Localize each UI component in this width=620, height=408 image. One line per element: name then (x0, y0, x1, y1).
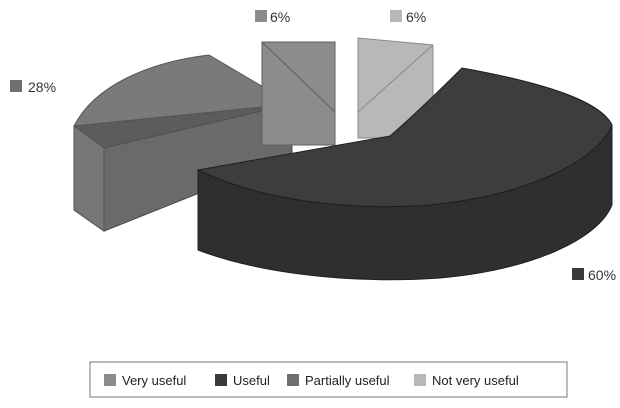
pie-slice-partially-useful (73, 54, 294, 232)
label-swatch-not-very-useful (390, 10, 402, 22)
label-swatch-useful (572, 268, 584, 280)
data-label-not-very-useful: 6% (406, 9, 426, 25)
label-swatch-very-useful (255, 10, 267, 22)
pie-slice-very-useful (261, 41, 336, 146)
data-label-partially-useful: 28% (28, 79, 56, 95)
pie-slice-useful (196, 67, 613, 281)
legend-swatch-useful (215, 374, 227, 386)
legend-swatch-partially-useful (287, 374, 299, 386)
legend-label-partially-useful: Partially useful (305, 373, 390, 388)
data-label-very-useful: 6% (270, 9, 290, 25)
legend-swatch-very-useful (104, 374, 116, 386)
label-swatch-partially-useful (10, 80, 22, 92)
legend-label-not-very-useful: Not very useful (432, 373, 519, 388)
legend-label-very-useful: Very useful (122, 373, 186, 388)
data-labels: 28% 6% 6% 60% (10, 9, 616, 283)
legend-label-useful: Useful (233, 373, 270, 388)
legend-box (89, 361, 568, 398)
data-label-useful: 60% (588, 267, 616, 283)
legend-swatch-not-very-useful (414, 374, 426, 386)
legend: Very useful Useful Partially useful Not … (89, 361, 568, 398)
